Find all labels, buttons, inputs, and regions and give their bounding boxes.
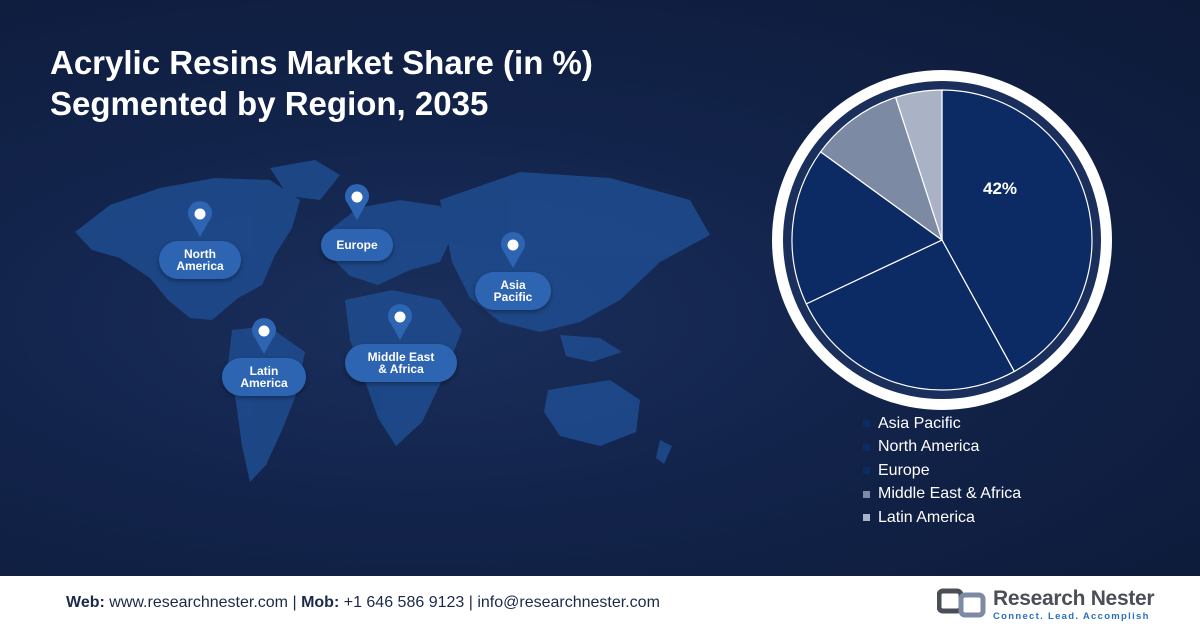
pie-slice-middle-east-africa xyxy=(819,96,944,242)
pie-slice-latin-america xyxy=(894,89,943,241)
brand-tagline: Connect. Lead. Accomplish xyxy=(993,611,1150,622)
separator: | xyxy=(468,594,473,611)
research-nester-logo-icon xyxy=(937,588,986,618)
continent-new-zealand xyxy=(656,440,672,464)
page-title: Acrylic Resins Market Share (in %) Segme… xyxy=(50,42,593,124)
phone-number[interactable]: +1 646 586 9123 xyxy=(343,594,465,611)
legend-label: Asia Pacific xyxy=(878,414,961,432)
legend-swatch xyxy=(863,420,870,428)
legend-item: North America xyxy=(863,436,1021,460)
region-pins xyxy=(188,184,525,354)
contact-line: Web: www.researchnester.com | Mob: +1 64… xyxy=(66,594,660,612)
continent-greenland xyxy=(270,160,340,200)
web-label: Web: xyxy=(66,594,105,611)
pie-data-label: 42% xyxy=(983,179,1017,198)
separator: | xyxy=(292,594,297,611)
legend-swatch xyxy=(863,514,870,522)
region-label-latin-america: Latin America xyxy=(222,358,306,396)
legend-label: North America xyxy=(878,438,980,456)
legend-swatch xyxy=(863,467,870,475)
legend-label: Latin America xyxy=(878,508,975,526)
legend-item: Middle East & Africa xyxy=(863,483,1021,507)
legend-item: Asia Pacific xyxy=(863,412,1021,436)
infographic-panel: Acrylic Resins Market Share (in %) Segme… xyxy=(0,0,1200,576)
title-line-2: Segmented by Region, 2035 xyxy=(50,85,489,122)
brand-logo[interactable]: Research Nester Connect. Lead. Accomplis… xyxy=(937,585,1157,622)
pie-chart: 42% xyxy=(772,70,1112,410)
pie-slices xyxy=(791,89,1093,391)
brand-name: Research Nester xyxy=(993,587,1155,610)
footer: Web: www.researchnester.com | Mob: +1 64… xyxy=(0,576,1200,628)
legend-item: Latin America xyxy=(863,506,1021,530)
legend-label: Middle East & Africa xyxy=(878,485,1022,503)
region-label-europe: Europe xyxy=(321,229,393,261)
pie-slice-europe xyxy=(791,150,944,305)
pin-asia-pacific xyxy=(501,232,525,268)
mob-label: Mob: xyxy=(301,594,340,611)
continent-australia xyxy=(544,380,640,446)
web-link[interactable]: www.researchnester.com xyxy=(109,594,288,611)
region-label-north-america: North America xyxy=(159,241,241,279)
legend-item: Europe xyxy=(863,459,1021,483)
pie-legend: Asia Pacific North America Europe Middle Ea… xyxy=(863,412,1021,530)
region-label-middle-east-africa: Middle East & Africa xyxy=(345,344,457,382)
legend-swatch xyxy=(863,490,870,498)
continent-southeast-asia xyxy=(560,335,622,362)
legend-label: Europe xyxy=(878,461,930,479)
pie-slice-asia-pacific xyxy=(941,89,1093,373)
pie-slice-north-america xyxy=(805,239,1016,391)
pin-middle-east-africa xyxy=(388,304,412,340)
title-line-1: Acrylic Resins Market Share (in %) xyxy=(50,44,593,81)
pin-north-america xyxy=(188,201,212,237)
email-link[interactable]: info@researchnester.com xyxy=(477,594,660,611)
pin-latin-america xyxy=(252,318,276,354)
pin-europe xyxy=(345,184,369,220)
legend-swatch xyxy=(863,443,870,451)
region-label-asia-pacific: Asia Pacific xyxy=(475,272,551,310)
